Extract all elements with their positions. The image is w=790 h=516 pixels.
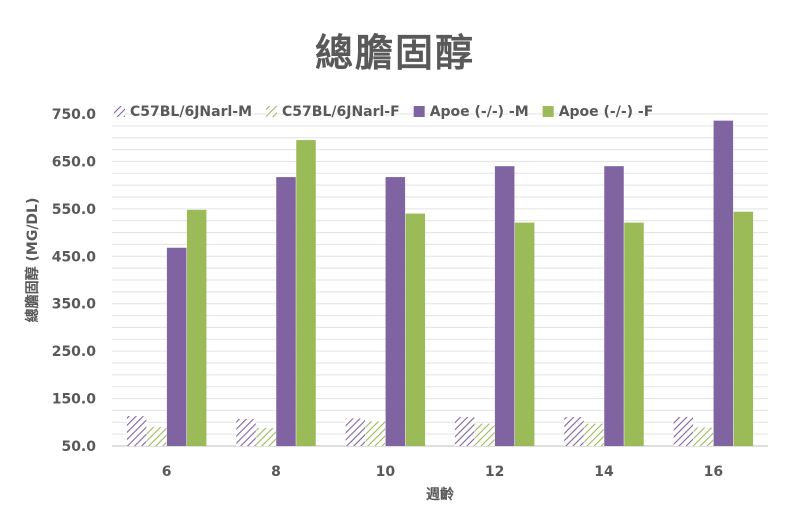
bar	[604, 166, 624, 446]
x-tick-label: 12	[485, 464, 504, 480]
y-tick-label: 50.0	[61, 439, 96, 455]
gridlines	[112, 113, 768, 447]
y-tick-label: 750.0	[52, 107, 97, 123]
x-axis-label: 週齡	[426, 486, 454, 503]
y-tick-label: 550.0	[52, 202, 97, 218]
x-tick-label: 6	[162, 464, 172, 480]
bar	[564, 417, 584, 446]
bar	[624, 222, 644, 446]
y-tick-label: 450.0	[52, 249, 97, 265]
x-tick-labels: 6 8 10 12 14 16	[162, 464, 723, 480]
bar	[146, 427, 167, 446]
bar	[693, 427, 714, 446]
legend-label: Apoe (-/-) -M	[430, 104, 529, 120]
bar	[385, 177, 406, 446]
bar	[454, 417, 475, 446]
bar	[474, 423, 495, 446]
bar	[256, 427, 276, 446]
bar	[126, 416, 147, 446]
x-tick-label: 14	[594, 464, 614, 480]
legend-swatch	[114, 106, 125, 117]
legend-swatch	[413, 106, 425, 117]
legend: C57BL/6JNarl-M C57BL/6JNarl-F Apoe (-/-) -…	[114, 104, 653, 120]
bar	[713, 120, 734, 446]
bar	[236, 418, 256, 446]
bar	[494, 166, 515, 446]
legend-swatch	[542, 106, 554, 117]
bar	[584, 423, 604, 446]
y-tick-label: 250.0	[52, 344, 97, 360]
legend-swatch	[266, 106, 278, 117]
bar	[673, 417, 694, 446]
y-axis-label: 總膽固醇 (MG/DL)	[24, 198, 41, 323]
x-tick-label: 8	[271, 464, 281, 480]
chart-title: 總膽固醇	[314, 31, 475, 75]
x-tick-label: 10	[376, 464, 396, 480]
bar	[514, 222, 535, 446]
legend-label: Apoe (-/-) -F	[559, 104, 654, 120]
bar	[405, 213, 426, 446]
bar	[733, 211, 754, 446]
bar	[186, 209, 207, 446]
legend-label: C57BL/6JNarl-F	[282, 104, 400, 120]
bar	[345, 418, 366, 446]
bars	[126, 120, 754, 447]
y-tick-labels: 750.0 650.0 550.0 450.0 350.0 250.0 150.0 50.0	[52, 107, 97, 455]
y-tick-label: 650.0	[52, 154, 97, 170]
y-tick-label: 150.0	[52, 392, 97, 408]
legend-label: C57BL/6JNarl-M	[130, 104, 252, 120]
bar	[166, 247, 187, 446]
x-tick-label: 16	[704, 464, 723, 480]
bar	[365, 421, 386, 446]
y-tick-label: 350.0	[52, 297, 97, 313]
bar	[296, 140, 316, 447]
bar	[276, 177, 296, 446]
